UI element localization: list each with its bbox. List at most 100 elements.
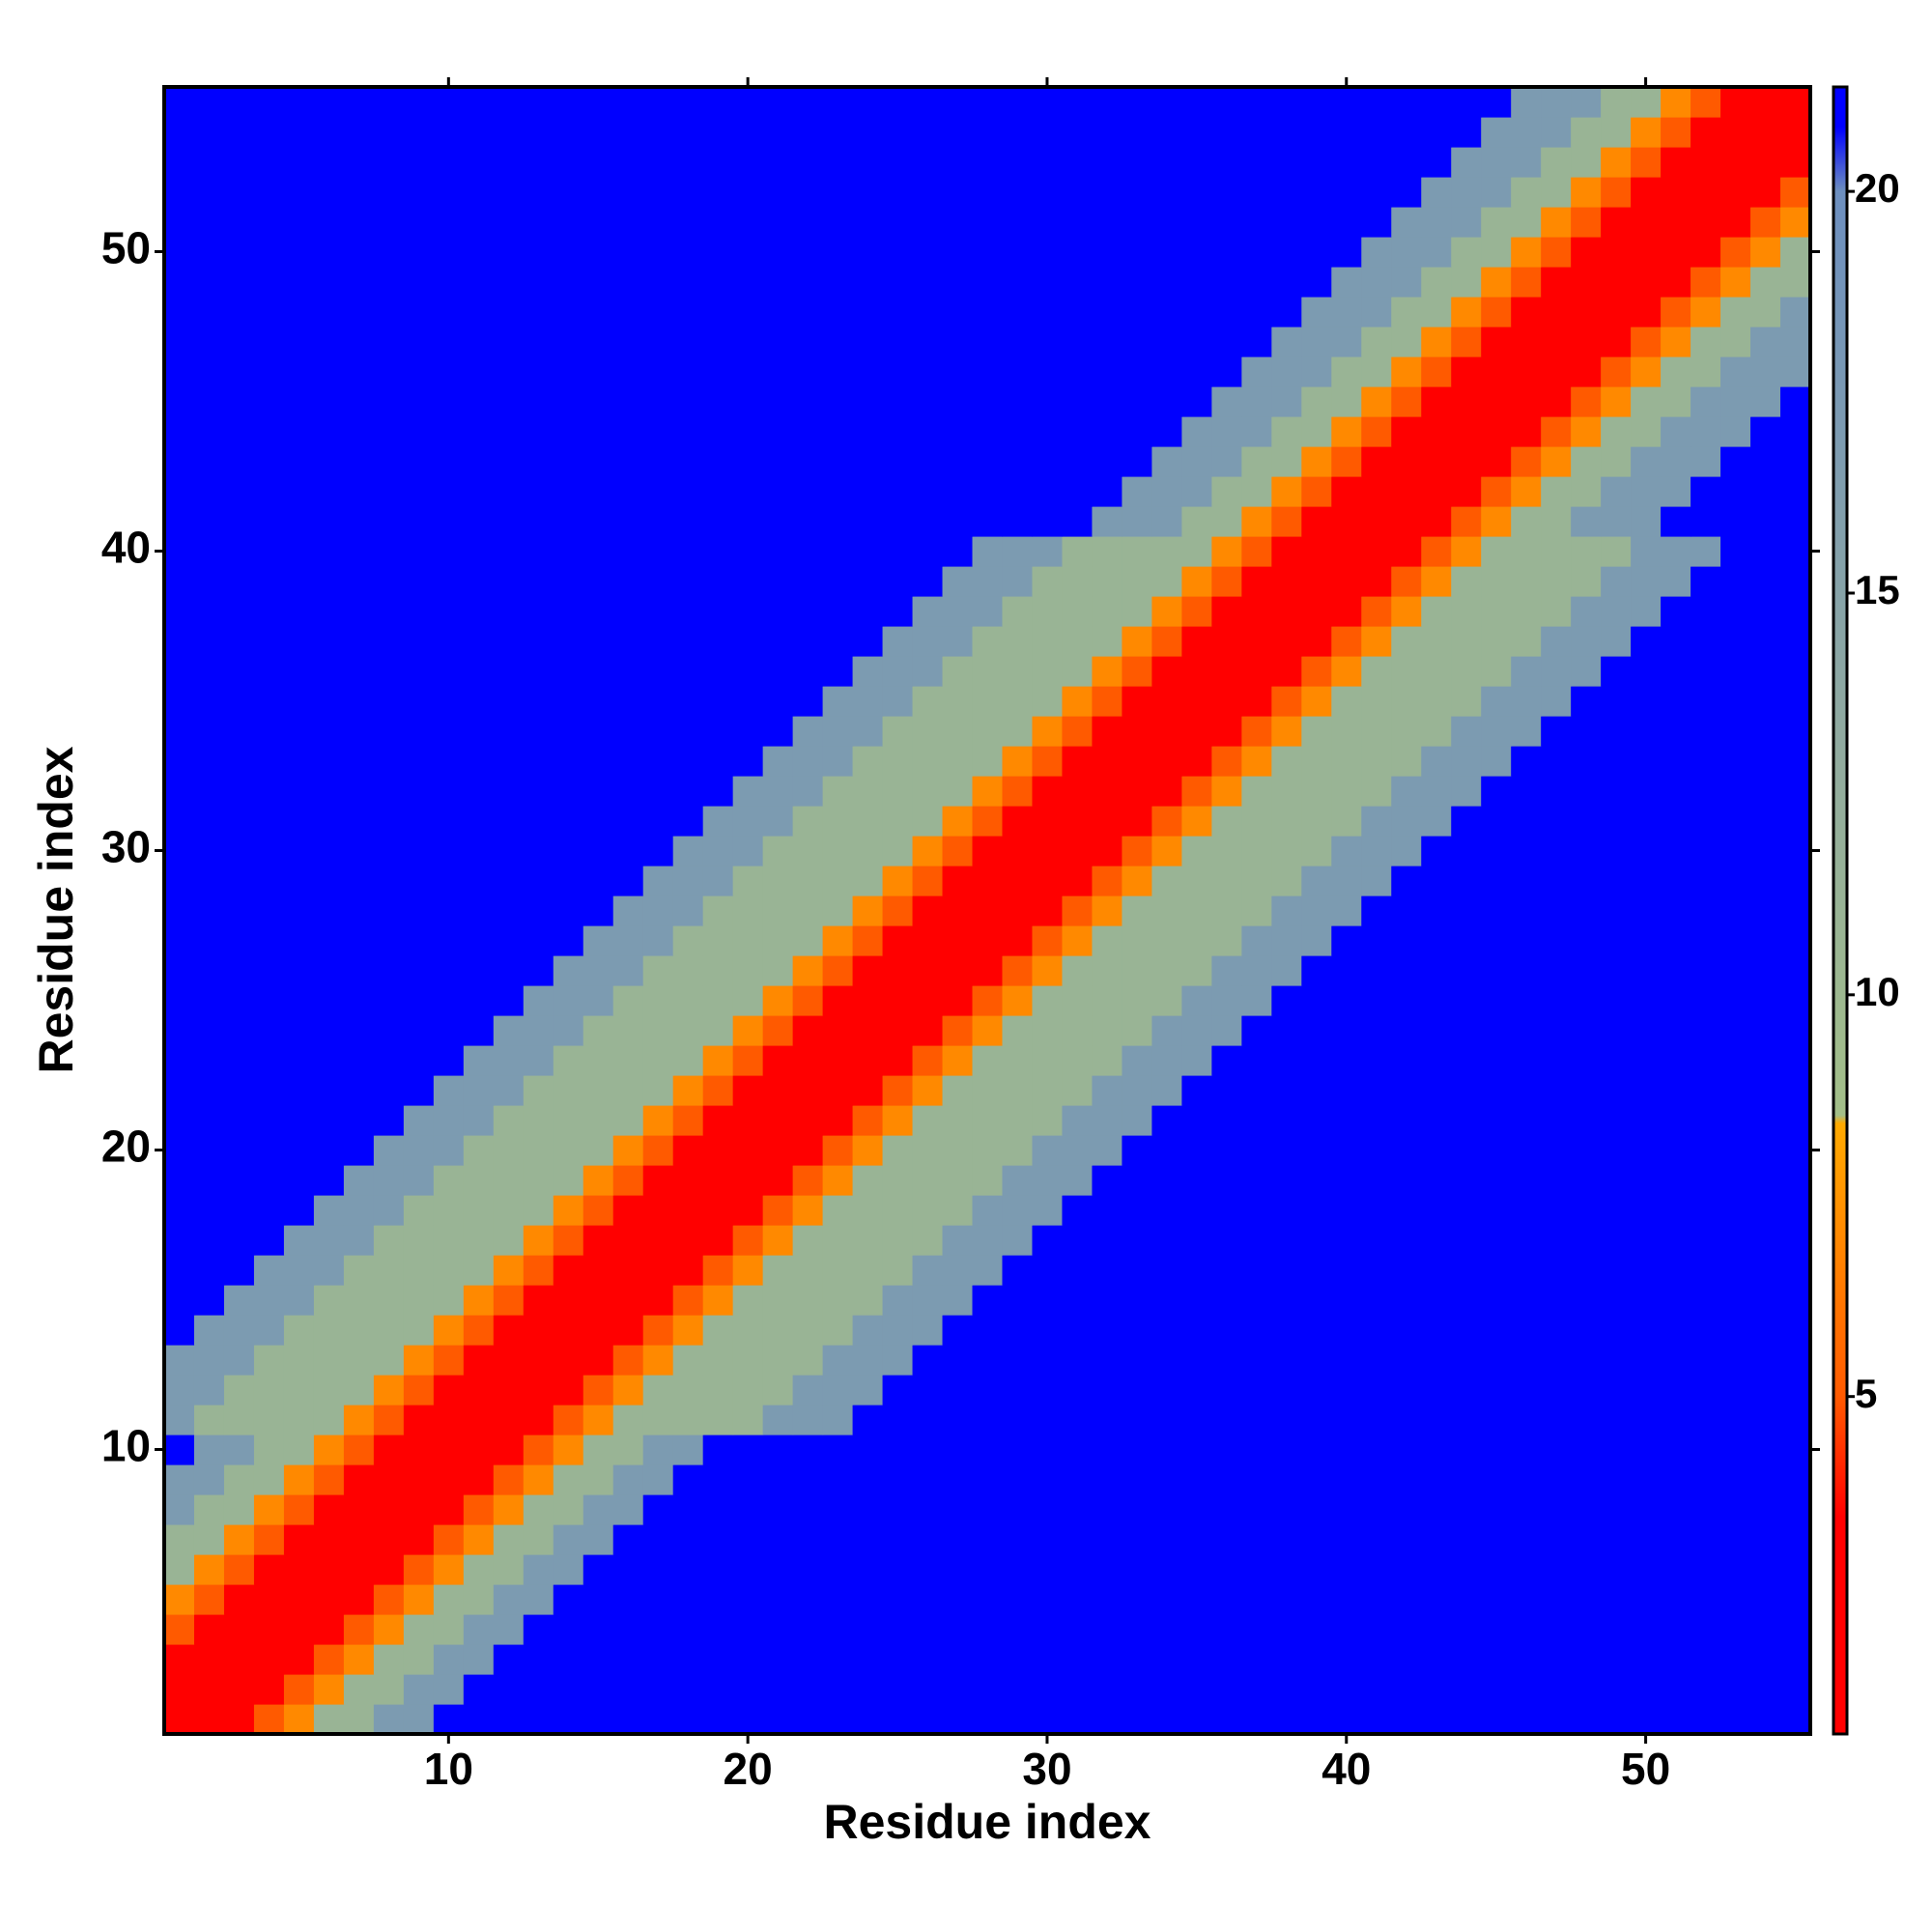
heatmap-cell	[164, 1345, 195, 1376]
heatmap-cell	[1690, 626, 1721, 657]
heatmap-cell	[1451, 1584, 1482, 1615]
heatmap-cell	[1481, 985, 1512, 1016]
heatmap-cell	[732, 416, 764, 447]
heatmap-cell	[1151, 1315, 1182, 1346]
heatmap-cell	[912, 1285, 944, 1316]
heatmap-cell	[762, 1375, 794, 1406]
heatmap-cell	[792, 177, 824, 208]
heatmap-cell	[313, 925, 345, 956]
heatmap-cell	[792, 327, 824, 357]
heatmap-cell	[1631, 327, 1662, 357]
heatmap-cell	[493, 386, 525, 417]
heatmap-cell	[373, 1255, 405, 1286]
heatmap-cell	[193, 596, 225, 627]
heatmap-cell	[1032, 1105, 1064, 1136]
heatmap-cell	[1451, 1464, 1482, 1495]
heatmap-cell	[672, 626, 704, 657]
heatmap-cell	[822, 1405, 854, 1435]
heatmap-cell	[373, 1015, 405, 1046]
heatmap-cell	[1451, 147, 1482, 178]
heatmap-cell	[1271, 237, 1302, 268]
heatmap-cell	[253, 87, 285, 118]
heatmap-cell	[1331, 596, 1362, 627]
heatmap-cell	[1361, 1464, 1392, 1495]
heatmap-cell	[1361, 1105, 1392, 1136]
heatmap-cell	[942, 1165, 974, 1196]
heatmap-cell	[792, 955, 824, 986]
heatmap-cell	[553, 1315, 584, 1346]
heatmap-cell	[1211, 566, 1242, 597]
heatmap-cell	[822, 327, 854, 357]
heatmap-cell	[762, 1614, 794, 1645]
heatmap-cell	[1301, 356, 1332, 387]
heatmap-cell	[1331, 386, 1362, 417]
heatmap-cell	[732, 1704, 764, 1735]
heatmap-cell	[1631, 536, 1662, 567]
heatmap-cell	[1271, 1135, 1302, 1166]
plot-frame	[162, 85, 1812, 1736]
heatmap-cell	[553, 237, 584, 268]
heatmap-cell	[1421, 1614, 1452, 1645]
heatmap-cell	[942, 1494, 974, 1525]
heatmap-cell	[1092, 1135, 1123, 1166]
heatmap-cell	[283, 177, 315, 208]
heatmap-cell	[972, 1045, 1004, 1076]
heatmap-cell	[1631, 1584, 1662, 1615]
heatmap-cell	[762, 87, 794, 118]
heatmap-cell	[1481, 1584, 1512, 1615]
heatmap-cell	[1601, 1375, 1632, 1406]
heatmap-cell	[1331, 1075, 1362, 1106]
heatmap-cell	[1690, 1075, 1721, 1106]
heatmap-cell	[912, 1075, 944, 1106]
heatmap-cell	[253, 656, 285, 687]
heatmap-cell	[582, 1105, 614, 1136]
heatmap-cells	[164, 87, 1811, 1735]
heatmap-cell	[1690, 1135, 1721, 1166]
heatmap-cell	[642, 866, 674, 896]
heatmap-cell	[283, 1674, 315, 1705]
heatmap-cell	[1780, 1405, 1811, 1435]
heatmap-cell	[1211, 776, 1242, 807]
heatmap-cell	[1181, 1285, 1212, 1316]
heatmap-cell	[283, 925, 315, 956]
heatmap-cell	[582, 1554, 614, 1585]
heatmap-cell	[612, 1435, 644, 1465]
heatmap-cell	[882, 1674, 914, 1705]
heatmap-cell	[822, 117, 854, 148]
heatmap-cell	[822, 1015, 854, 1046]
heatmap-cell	[1181, 985, 1212, 1016]
heatmap-cell	[1481, 177, 1512, 208]
heatmap-cell	[1571, 925, 1602, 956]
heatmap-cell	[852, 1464, 884, 1495]
heatmap-cell	[1421, 596, 1452, 627]
heatmap-cell	[1241, 1045, 1272, 1076]
heatmap-cell	[343, 297, 375, 327]
heatmap-cell	[1092, 1105, 1123, 1136]
heatmap-cell	[283, 596, 315, 627]
heatmap-cell	[672, 596, 704, 627]
heatmap-cell	[1571, 1674, 1602, 1705]
heatmap-cell	[1122, 1225, 1152, 1256]
heatmap-cell	[1151, 117, 1182, 148]
heatmap-cell	[1331, 117, 1362, 148]
heatmap-cell	[612, 147, 644, 178]
heatmap-cell	[1092, 596, 1123, 627]
heatmap-cell	[1122, 1345, 1152, 1376]
heatmap-cell	[1361, 1075, 1392, 1106]
heatmap-cell	[672, 446, 704, 477]
heatmap-cell	[553, 656, 584, 687]
heatmap-cell	[582, 626, 614, 657]
heatmap-cell	[912, 1494, 944, 1525]
heatmap-cell	[1211, 147, 1242, 178]
heatmap-cell	[553, 1255, 584, 1286]
heatmap-cell	[433, 356, 465, 387]
heatmap-cell	[732, 1345, 764, 1376]
heatmap-cell	[1541, 267, 1572, 298]
heatmap-cell	[1062, 866, 1094, 896]
heatmap-cell	[1481, 1285, 1512, 1316]
colorbar-tick-label: 10	[1855, 969, 1900, 1014]
heatmap-cell	[852, 1644, 884, 1675]
heatmap-cell	[702, 1704, 734, 1735]
heatmap-cell	[1271, 506, 1302, 537]
heatmap-cell	[1181, 1225, 1212, 1256]
